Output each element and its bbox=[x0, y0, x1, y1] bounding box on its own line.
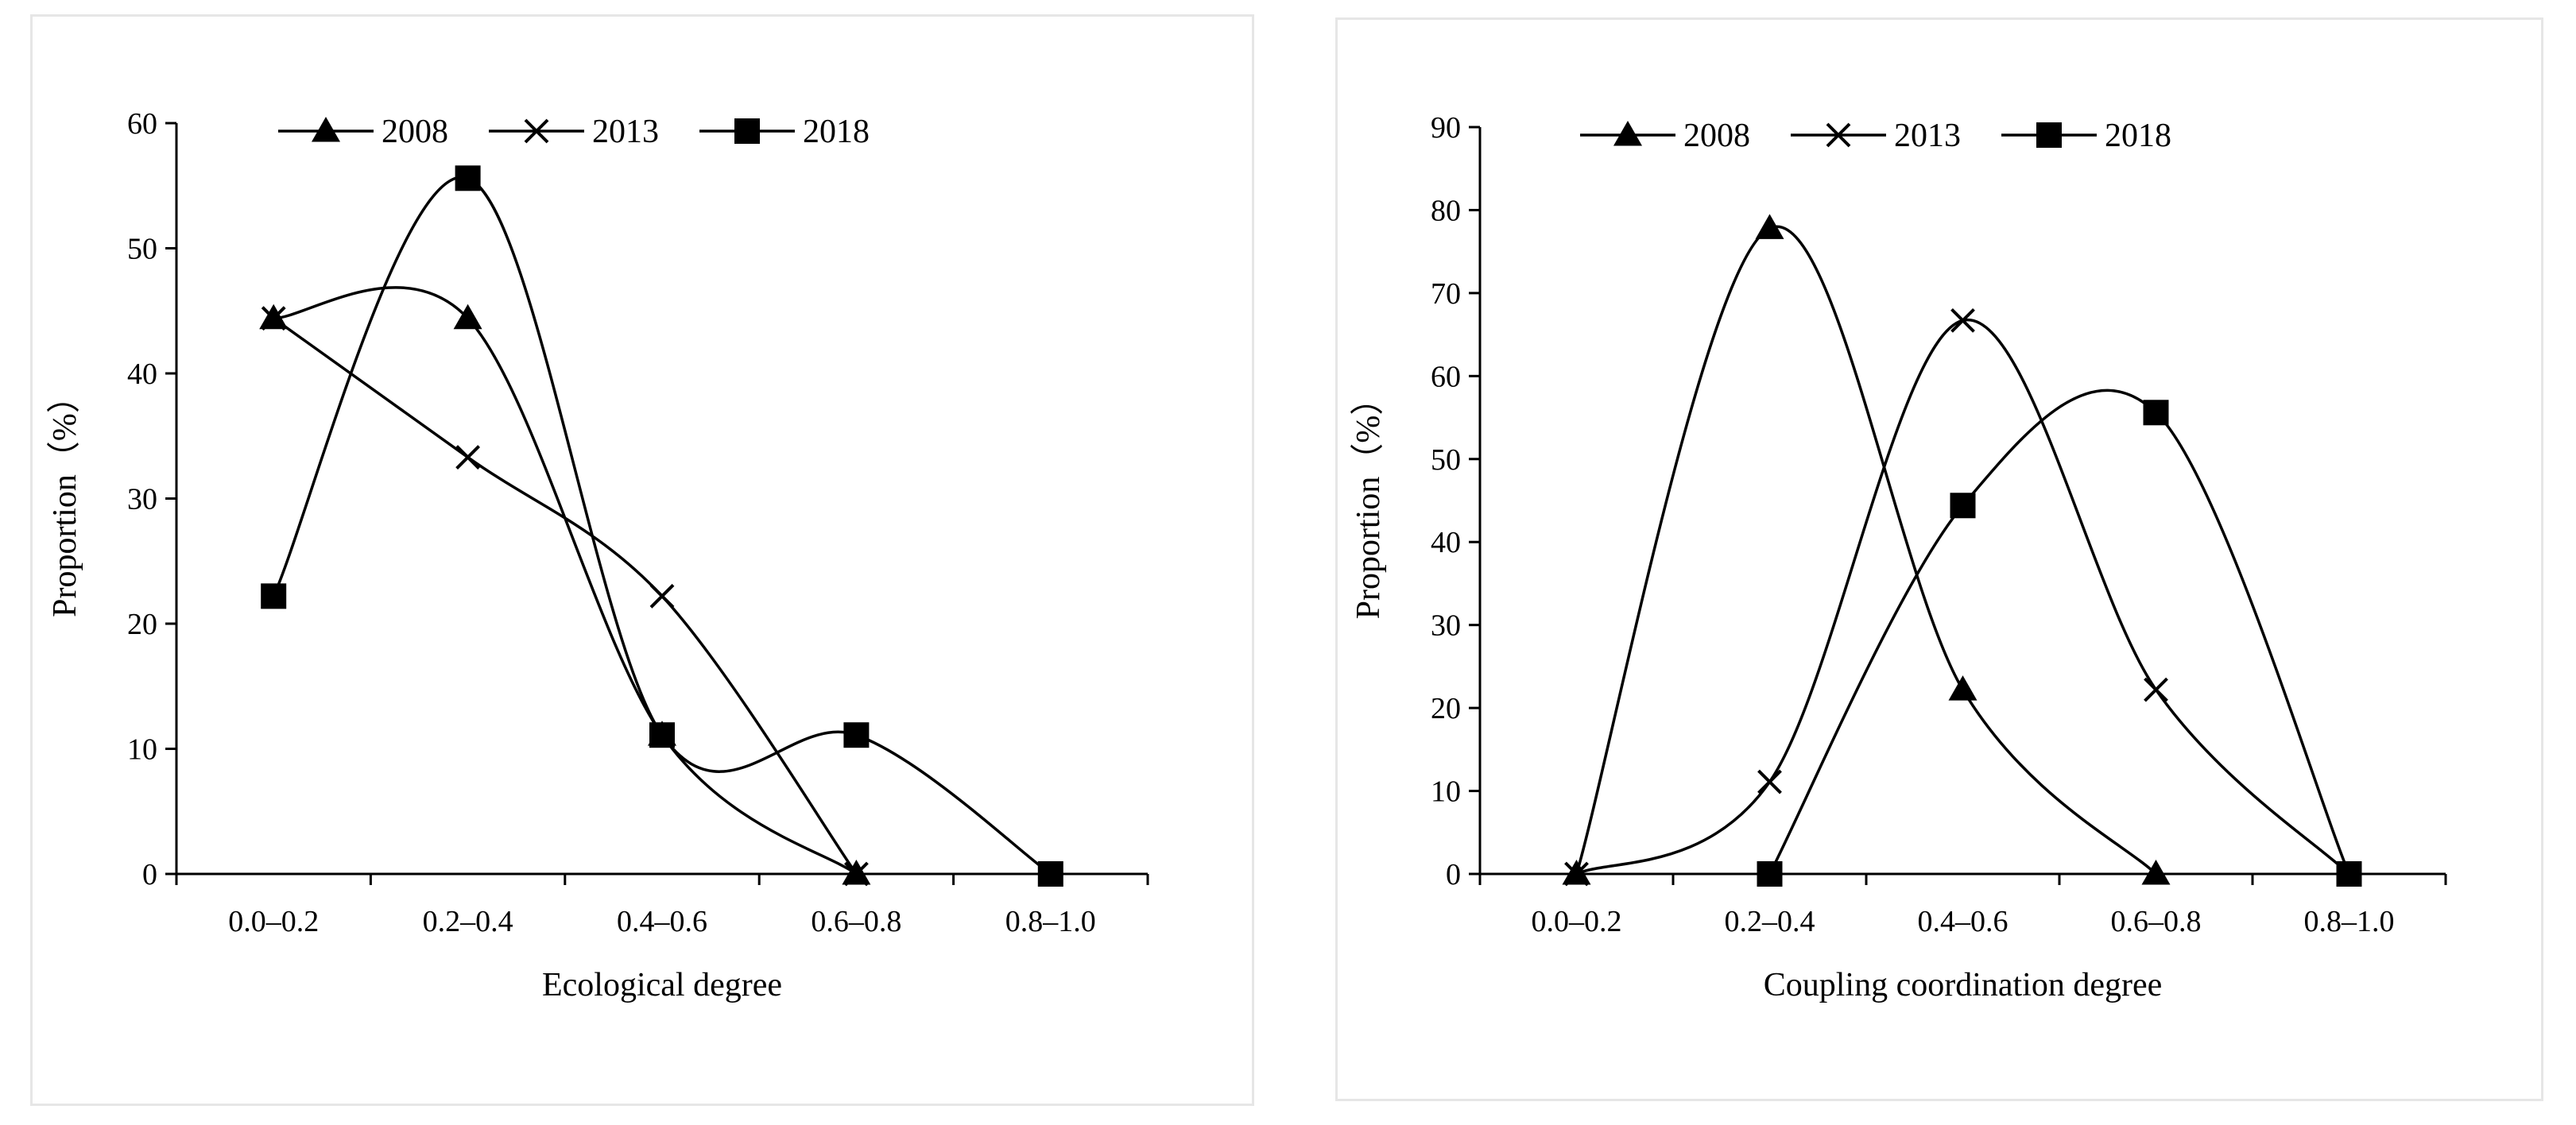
chart1-y-tick-label: 60 bbox=[127, 107, 157, 141]
chart2-y-tick-label: 30 bbox=[1431, 609, 1461, 643]
chart1-legend-marker-2018 bbox=[734, 118, 760, 144]
chart2-point-2018 bbox=[2143, 400, 2169, 426]
chart2-series-line-2008 bbox=[1575, 225, 2157, 876]
chart2-series-line-2018 bbox=[1768, 389, 2351, 875]
chart2-y-tick-label: 20 bbox=[1431, 692, 1461, 725]
chart1-y-tick-label: 0 bbox=[142, 858, 157, 891]
chart1-legend-marker-2013 bbox=[524, 118, 549, 144]
chart2-y-tick-label: 70 bbox=[1431, 277, 1461, 311]
chart2-legend-label-2008: 2008 bbox=[1683, 118, 1750, 154]
chart1-point-2013 bbox=[455, 445, 481, 470]
chart2-point-2013 bbox=[1757, 769, 1782, 794]
chart2-point-2018 bbox=[2336, 861, 2362, 887]
chart2-point-2018 bbox=[1950, 493, 1976, 519]
chart1-x-tick-label: 0.8–1.0 bbox=[1005, 905, 1096, 938]
chart1-x-tick-label: 0.2–0.4 bbox=[423, 905, 513, 938]
chart2-y-tick-label: 90 bbox=[1431, 111, 1461, 145]
chart2-y-axis-label: Proportion（%） bbox=[1350, 382, 1387, 620]
chart1-point-2013 bbox=[649, 583, 675, 609]
chart2-point-2013 bbox=[1950, 307, 1975, 333]
chart1-legend-label-2013: 2013 bbox=[592, 114, 659, 150]
chart2-x-tick-label: 0.8–1.0 bbox=[2304, 905, 2395, 938]
chart1-point-2018 bbox=[649, 722, 675, 748]
chart1-x-tick-label: 0.6–0.8 bbox=[811, 905, 901, 938]
chart1-x-tick-label: 0.4–0.6 bbox=[617, 905, 707, 938]
chart2-x-tick-label: 0.0–0.2 bbox=[1532, 905, 1622, 938]
chart1-y-tick-label: 20 bbox=[127, 608, 157, 641]
chart1-x-tick-label: 0.0–0.2 bbox=[228, 905, 319, 938]
chart1-point-2018 bbox=[455, 165, 481, 191]
chart1-legend-label-2008: 2008 bbox=[382, 114, 448, 150]
chart1-y-axis-label: Proportion（%） bbox=[47, 380, 83, 617]
chart1-point-2018 bbox=[261, 583, 287, 609]
chart2-y-tick-label: 60 bbox=[1431, 360, 1461, 393]
chart1-point-2013 bbox=[843, 861, 869, 887]
chart1-series-line-2013 bbox=[273, 317, 858, 876]
chart2-x-tick-label: 0.2–0.4 bbox=[1725, 905, 1815, 938]
chart2-y-tick-label: 0 bbox=[1446, 858, 1461, 891]
chart1-y-tick-label: 50 bbox=[127, 233, 157, 266]
chart1-x-axis-label: Ecological degree bbox=[542, 967, 782, 1003]
chart2-point-2008 bbox=[1755, 214, 1784, 239]
chart1-point-2018 bbox=[1037, 861, 1063, 887]
chart2-point-2008 bbox=[1948, 675, 1978, 701]
chart2-x-tick-label: 0.6–0.8 bbox=[2111, 905, 2202, 938]
chart2-x-axis-label: Coupling coordination degree bbox=[1764, 967, 2163, 1003]
chart2-point-2008 bbox=[2141, 860, 2171, 885]
chart1-point-2008 bbox=[453, 303, 482, 330]
chart2-legend-label-2018: 2018 bbox=[2105, 118, 2171, 154]
chart2-legend-marker-2013 bbox=[1826, 122, 1851, 148]
chart2-x-tick-label: 0.4–0.6 bbox=[1918, 905, 2009, 938]
chart2-legend-label-2013: 2013 bbox=[1894, 118, 1961, 154]
chart1-point-2018 bbox=[843, 722, 870, 748]
chart2-point-2013 bbox=[2144, 677, 2168, 702]
chart2-y-tick-label: 80 bbox=[1431, 194, 1461, 227]
chart-panel-ecological bbox=[30, 14, 1254, 1106]
chart1-legend-label-2018: 2018 bbox=[803, 114, 870, 150]
chart1-y-tick-label: 40 bbox=[127, 358, 157, 391]
chart2-point-2013 bbox=[1564, 861, 1589, 887]
chart1-point-2013 bbox=[261, 306, 286, 331]
chart1-y-tick-label: 10 bbox=[127, 733, 157, 767]
chart2-point-2018 bbox=[1757, 861, 1783, 887]
chart1-y-tick-label: 30 bbox=[127, 483, 157, 516]
chart-panel-coupling bbox=[1335, 17, 2543, 1101]
chart2-y-tick-label: 40 bbox=[1431, 526, 1461, 559]
chart1-series-line-2008 bbox=[273, 286, 858, 876]
chart2-y-tick-label: 50 bbox=[1431, 443, 1461, 477]
chart1-legend-marker-2008 bbox=[312, 117, 340, 142]
chart2-legend-marker-2018 bbox=[2036, 122, 2062, 148]
chart2-y-tick-label: 10 bbox=[1431, 775, 1461, 809]
chart1-series-line-2018 bbox=[272, 176, 1052, 876]
chart2-legend-marker-2008 bbox=[1613, 121, 1642, 146]
